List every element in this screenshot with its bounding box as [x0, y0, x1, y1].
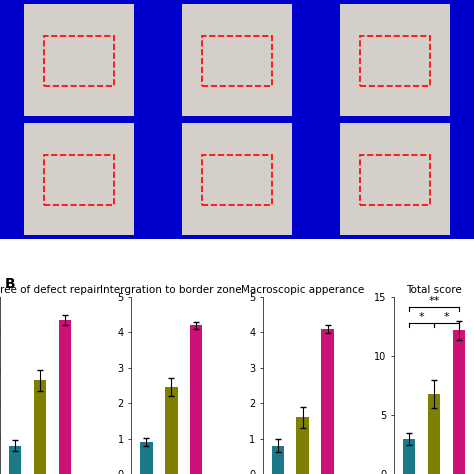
Bar — [190, 325, 202, 474]
Title: Total score: Total score — [406, 285, 462, 295]
Y-axis label: 8 week: 8 week — [0, 162, 2, 197]
Title: Intergration to border zone: Intergration to border zone — [100, 285, 242, 295]
Title: Macroscopic apperance: Macroscopic apperance — [241, 285, 365, 295]
Bar — [321, 329, 334, 474]
Bar — [360, 36, 430, 86]
Bar — [428, 394, 440, 474]
Bar — [272, 446, 284, 474]
Bar — [453, 330, 465, 474]
Bar — [58, 320, 71, 474]
Bar — [24, 123, 134, 235]
Bar — [340, 123, 450, 235]
Bar — [360, 155, 430, 205]
Text: B: B — [5, 277, 15, 292]
Bar — [140, 442, 153, 474]
Y-axis label: 4 week: 4 week — [0, 42, 2, 77]
Bar — [340, 4, 450, 116]
Bar — [403, 438, 416, 474]
Text: *: * — [419, 312, 425, 322]
Bar — [34, 380, 46, 474]
Bar — [182, 4, 292, 116]
Text: **: ** — [428, 296, 440, 306]
Bar — [182, 123, 292, 235]
Bar — [165, 387, 177, 474]
Bar — [44, 155, 114, 205]
Bar — [202, 36, 272, 86]
Title: Degree of defect repair: Degree of defect repair — [0, 285, 100, 295]
Bar — [9, 446, 21, 474]
Bar — [202, 155, 272, 205]
Bar — [44, 36, 114, 86]
Bar — [24, 4, 134, 116]
Bar — [297, 418, 309, 474]
Text: *: * — [444, 312, 449, 322]
